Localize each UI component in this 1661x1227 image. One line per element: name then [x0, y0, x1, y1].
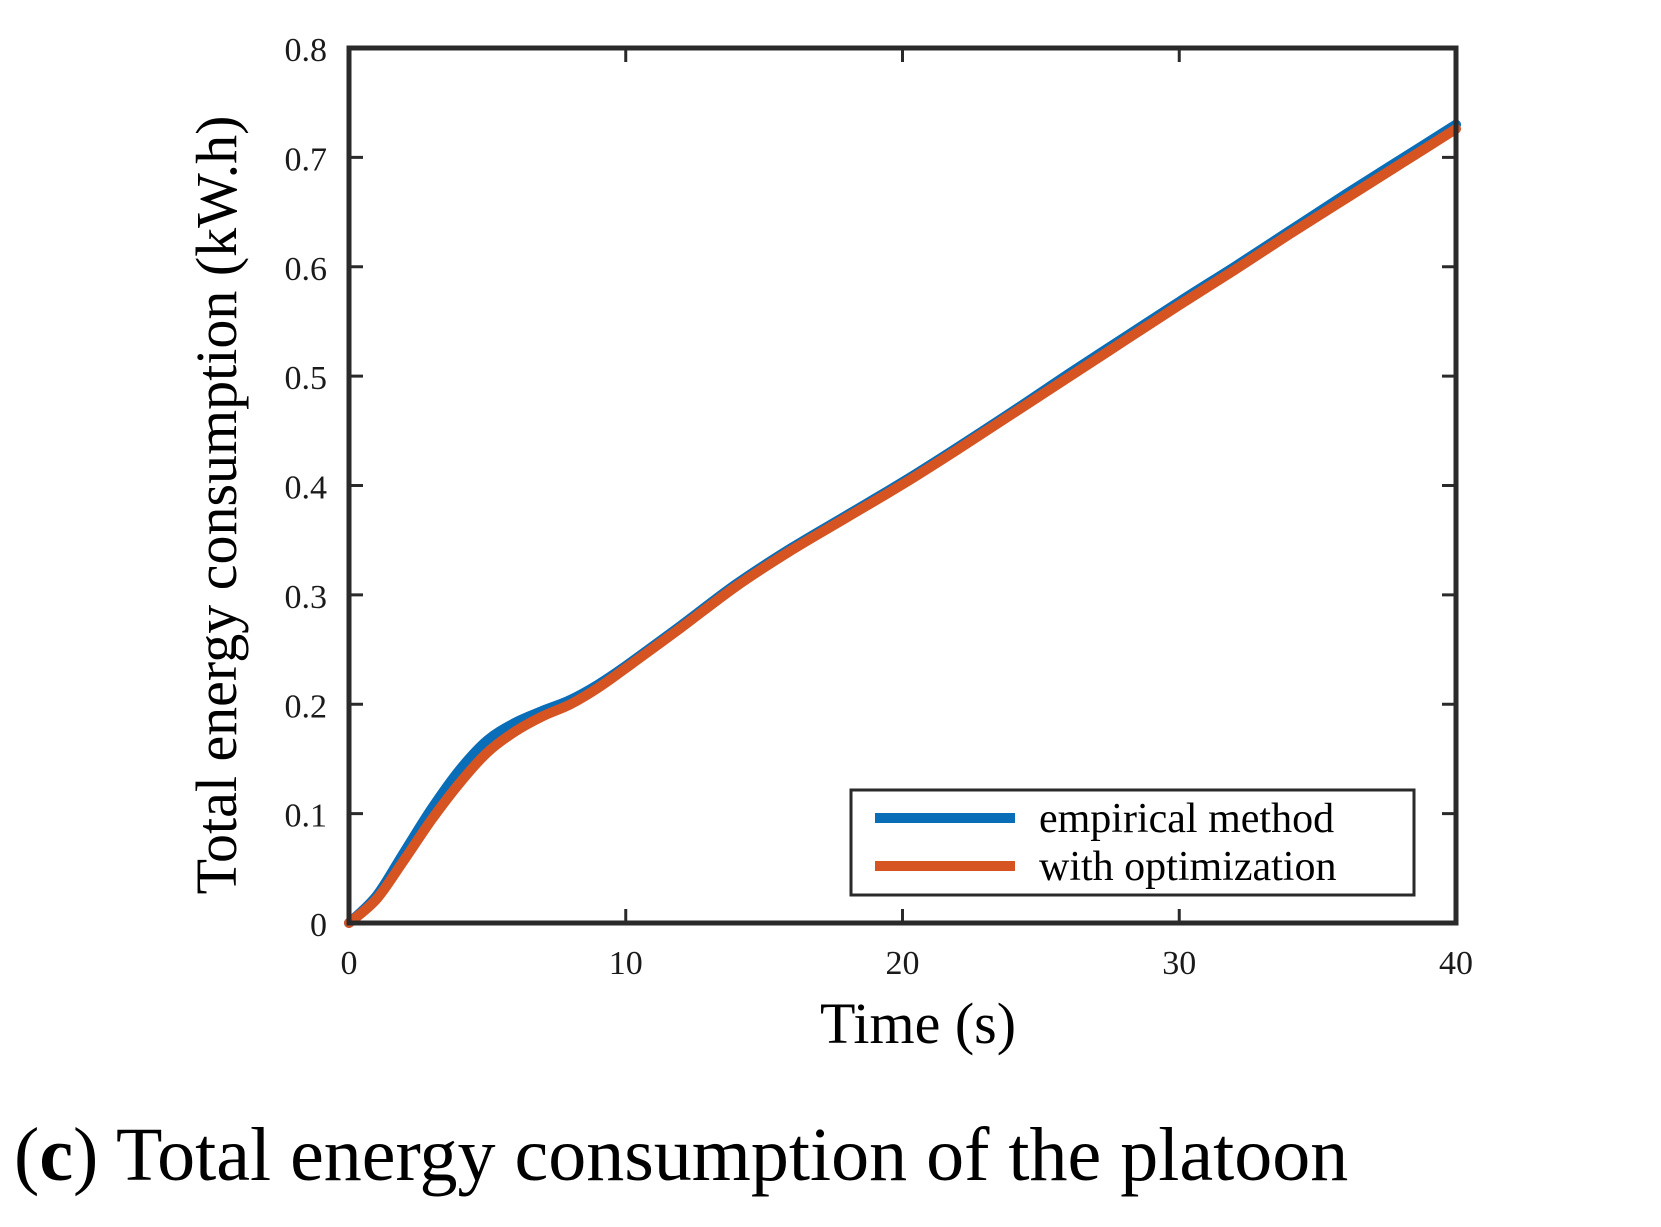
- y-tick-label: 0.4: [285, 470, 328, 507]
- legend-label-2: with optimization: [1039, 844, 1336, 890]
- legend-label-1: empirical method: [1039, 796, 1334, 842]
- y-tick-label: 0: [310, 907, 327, 944]
- x-tick-label: 40: [1439, 945, 1473, 982]
- series-line-2: [344, 123, 1461, 928]
- y-tick-label: 0.1: [285, 798, 328, 835]
- caption-text: Total energy consumption of the platoon: [116, 1113, 1348, 1197]
- series-lines: [344, 119, 1461, 928]
- y-tick-label: 0.3: [285, 579, 328, 616]
- y-axis-title: Total energy consumption (kW.h): [184, 116, 249, 895]
- caption-label: c: [39, 1113, 73, 1197]
- y-tick-label: 0.5: [285, 360, 328, 397]
- y-tick-label: 0.2: [285, 688, 328, 725]
- axes-box: [346, 45, 1459, 926]
- x-tick-label: 20: [886, 945, 920, 982]
- y-tick-label: 0.7: [285, 141, 328, 178]
- y-tick-label: 0.8: [285, 32, 328, 69]
- legend-box: [849, 788, 1416, 897]
- x-tick-label: 10: [609, 945, 643, 982]
- x-axis-title: Time (s): [820, 991, 1016, 1056]
- plot-frame: [346, 45, 1459, 926]
- figure-caption: (c) Total energy consumption of the plat…: [14, 1113, 1348, 1197]
- x-tick-label: 30: [1162, 945, 1196, 982]
- x-tick-label: 0: [341, 945, 358, 982]
- y-tick-label: 0.6: [285, 251, 328, 288]
